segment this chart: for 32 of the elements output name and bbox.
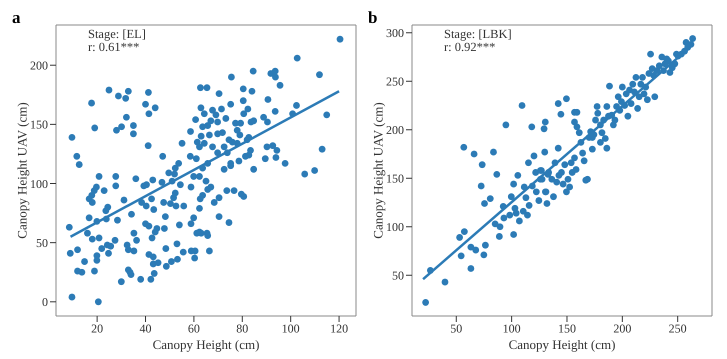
- y-tick-label: 100: [30, 176, 48, 191]
- annotation: r: 0.61***: [88, 40, 140, 54]
- y-tick-label: 100: [386, 220, 404, 234]
- x-axis-title: Canopy Height (cm): [508, 337, 616, 352]
- chart-title: a: [12, 8, 20, 28]
- y-tick-label: 200: [30, 58, 48, 72]
- x-tick-label: 100: [502, 322, 521, 336]
- x-tick-label: 100: [282, 322, 300, 336]
- y-axis-title: Canopy Height UAV (cm): [370, 102, 386, 239]
- y-tick-label: 250: [386, 74, 404, 89]
- x-tick-label: 150: [558, 322, 576, 336]
- x-tick-label: 120: [330, 322, 348, 336]
- x-axis-title: Canopy Height (cm): [152, 337, 260, 352]
- x-tick-label: 200: [613, 322, 632, 336]
- y-tick-label: 0: [42, 295, 48, 310]
- y-tick-label: 150: [386, 172, 404, 186]
- y-tick-label: 300: [386, 26, 404, 40]
- chart-title: b: [368, 8, 378, 28]
- y-tick-label: 50: [392, 268, 404, 283]
- x-tick-label: 40: [140, 322, 152, 336]
- x-tick-label: 50: [450, 322, 462, 336]
- y-tick-label: 150: [30, 118, 48, 132]
- annotation: r: 0.92***: [444, 40, 496, 54]
- y-axis-title: Canopy Height UAV (cm): [14, 102, 30, 239]
- x-tick-label: 250: [668, 322, 687, 336]
- x-tick-label: 60: [188, 322, 200, 336]
- x-tick-label: 80: [236, 322, 248, 336]
- y-tick-label: 200: [386, 123, 404, 138]
- x-tick-label: 20: [91, 322, 104, 336]
- annotation: Stage: [LBK]: [444, 27, 512, 41]
- annotation: Stage: [EL]: [88, 27, 146, 41]
- y-tick-label: 50: [36, 236, 48, 250]
